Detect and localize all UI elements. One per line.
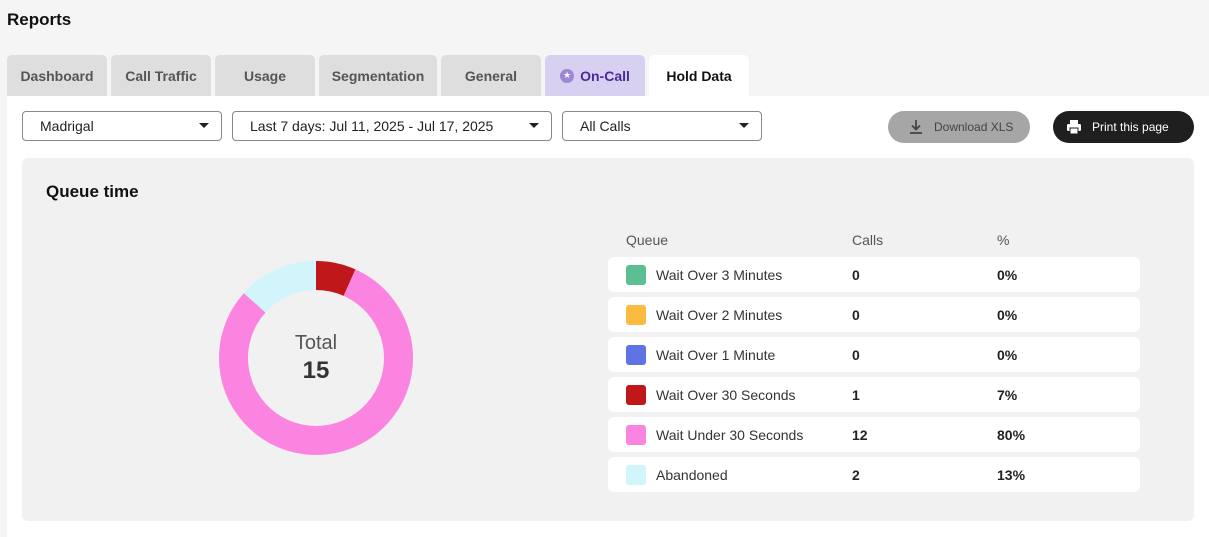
table-row: Abandoned 2 13% (608, 457, 1140, 492)
queue-calls: 0 (852, 306, 860, 323)
caret-down-icon (739, 123, 749, 128)
column-header-percent: % (997, 232, 1010, 248)
legend-swatch (626, 425, 646, 445)
queue-percent: 80% (997, 426, 1026, 443)
queue-name: Abandoned (656, 466, 728, 483)
tab-usage[interactable]: Usage (215, 55, 315, 96)
queue-percent: 0% (997, 346, 1018, 363)
queue-time-card: Queue time Total 15 Queue Calls % Wait O… (22, 158, 1194, 521)
print-page-label: Print this page (1092, 120, 1169, 134)
donut-total-label: Total (294, 331, 338, 354)
caret-down-icon (529, 123, 539, 128)
queue-name: Wait Over 3 Minutes (656, 266, 783, 283)
column-header-queue: Queue (626, 232, 669, 248)
donut-slice-abandoned (243, 261, 316, 313)
table-row: Wait Over 3 Minutes 0 0% (608, 257, 1140, 292)
donut-total-value: 15 (302, 356, 330, 384)
column-header-calls: Calls (852, 232, 884, 248)
legend-swatch (626, 345, 646, 365)
table-row: Wait Under 30 Seconds 12 80% (608, 417, 1140, 452)
queue-calls: 12 (852, 426, 868, 443)
queue-name: Wait Over 1 Minute (656, 346, 776, 363)
call-type-select-value: All Calls (580, 118, 631, 134)
location-select-value: Madrigal (40, 118, 94, 134)
tab-hold-data[interactable]: Hold Data (649, 55, 749, 96)
donut-total: Total 15 (214, 256, 418, 460)
legend-swatch (626, 385, 646, 405)
report-content: Madrigal Last 7 days: Jul 11, 2025 - Jul… (7, 96, 1209, 537)
tab-general[interactable]: General (441, 55, 541, 96)
queue-percent: 13% (997, 466, 1026, 483)
table-row: Wait Over 2 Minutes 0 0% (608, 297, 1140, 332)
printer-icon (1065, 118, 1083, 136)
location-select[interactable]: Madrigal (22, 111, 222, 141)
table-row: Wait Over 1 Minute 0 0% (608, 337, 1140, 372)
queue-percent: 0% (997, 306, 1018, 323)
legend-swatch (626, 305, 646, 325)
queue-calls: 1 (852, 386, 860, 403)
tab-call-traffic[interactable]: Call Traffic (111, 55, 211, 96)
tab-on-call-label: On-Call (580, 67, 630, 84)
queue-calls: 0 (852, 346, 860, 363)
report-tabs: Dashboard Call Traffic Usage Segmentatio… (7, 55, 749, 96)
queue-table: Wait Over 3 Minutes 0 0% Wait Over 2 Min… (608, 257, 1140, 497)
call-type-select[interactable]: All Calls (562, 111, 762, 141)
page-title: Reports (7, 10, 72, 29)
download-xls-button[interactable]: Download XLS (888, 111, 1030, 143)
legend-swatch (626, 265, 646, 285)
tab-on-call[interactable]: ★ On-Call (545, 55, 645, 96)
donut-slice-wait-under-30-seconds (219, 269, 413, 455)
table-row: Wait Over 30 Seconds 1 7% (608, 377, 1140, 412)
tab-dashboard[interactable]: Dashboard (7, 55, 107, 96)
legend-swatch (626, 465, 646, 485)
tab-segmentation[interactable]: Segmentation (319, 55, 437, 96)
queue-calls: 2 (852, 466, 860, 483)
date-range-select-value: Last 7 days: Jul 11, 2025 - Jul 17, 2025 (250, 118, 494, 134)
download-xls-label: Download XLS (934, 120, 1014, 134)
queue-name: Wait Over 2 Minutes (656, 306, 783, 323)
caret-down-icon (199, 123, 209, 128)
queue-calls: 0 (852, 266, 860, 283)
star-icon: ★ (560, 68, 575, 83)
donut-slice-wait-over-30-seconds (316, 261, 356, 296)
queue-donut-chart (219, 261, 413, 455)
card-title: Queue time (46, 182, 139, 201)
queue-percent: 0% (997, 266, 1018, 283)
print-page-button[interactable]: Print this page (1053, 111, 1194, 143)
download-icon (907, 118, 925, 136)
date-range-select[interactable]: Last 7 days: Jul 11, 2025 - Jul 17, 2025 (232, 111, 552, 141)
queue-percent: 7% (997, 386, 1018, 403)
queue-name: Wait Under 30 Seconds (656, 426, 804, 443)
queue-name: Wait Over 30 Seconds (656, 386, 796, 403)
